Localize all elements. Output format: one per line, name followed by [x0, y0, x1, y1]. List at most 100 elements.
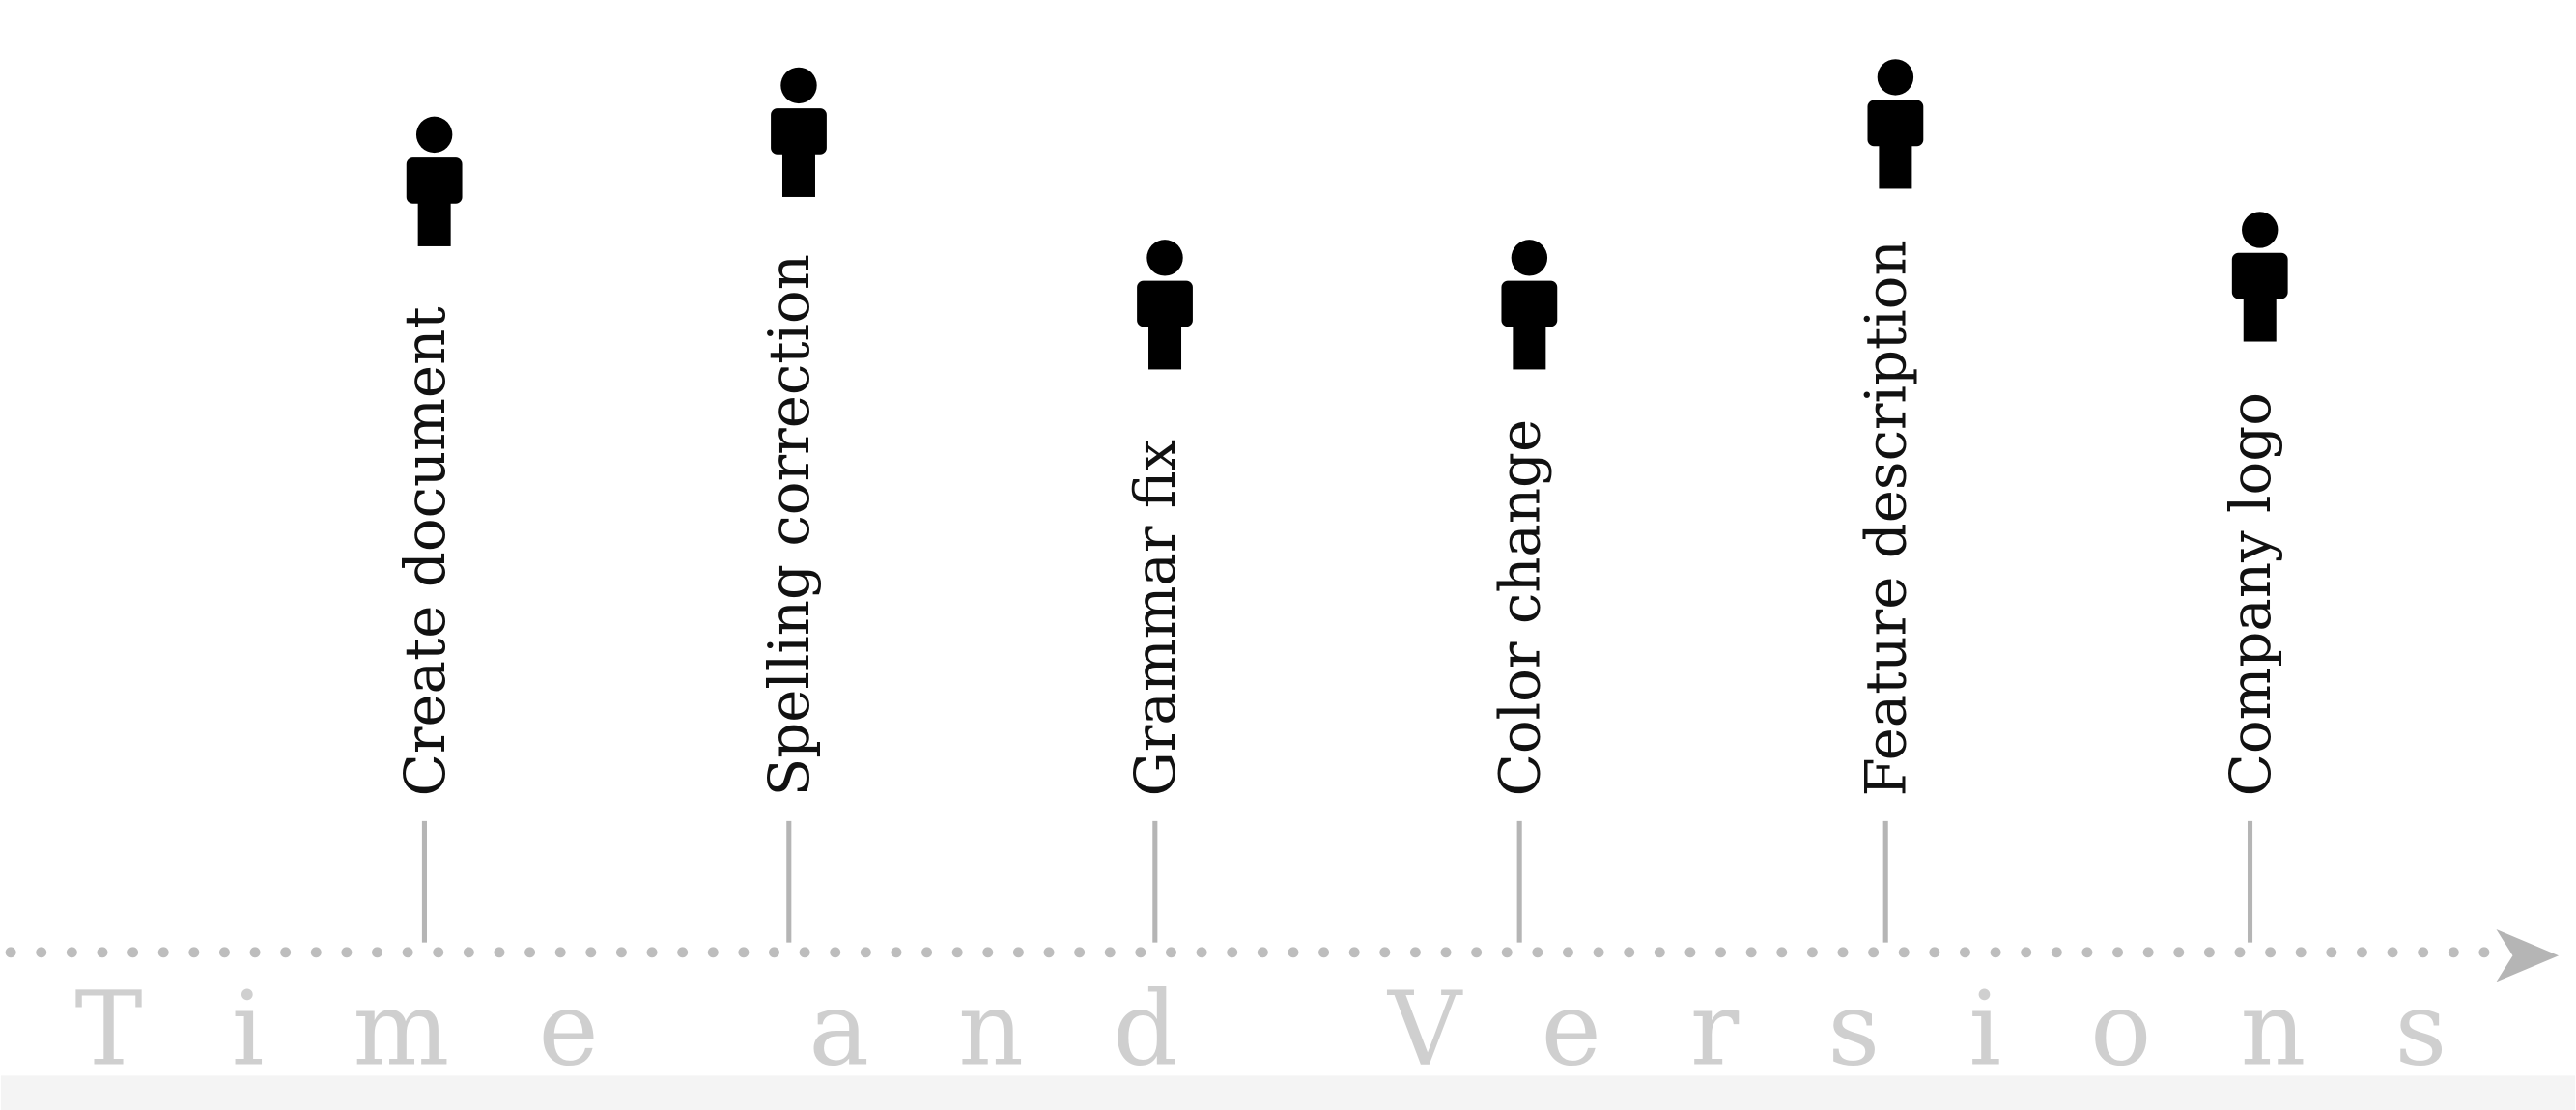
timeline-dot [494, 947, 505, 958]
timeline-dot [646, 947, 658, 958]
timeline-dot [554, 947, 566, 958]
timeline-dot [1379, 947, 1391, 958]
timeline-dot [1501, 947, 1513, 958]
event-label: Company logo [2218, 392, 2283, 796]
person-icon [771, 67, 827, 197]
timeline-dot [769, 947, 779, 958]
timeline-dot [1135, 947, 1146, 958]
person-legs [1148, 313, 1182, 370]
event-label: Spelling correction [756, 254, 822, 796]
timeline-dot [1684, 947, 1696, 958]
timeline-dot [1624, 947, 1635, 958]
timeline-dot [1532, 947, 1543, 958]
timeline-dot [1806, 947, 1818, 958]
timeline-dot [585, 947, 597, 958]
person-head [1511, 240, 1548, 276]
person-legs [1879, 132, 1912, 189]
event: Company logo [2218, 212, 2288, 943]
timeline-dot [1074, 947, 1086, 958]
event-label: Grammar fix [1122, 440, 1188, 796]
timeline-dot [707, 947, 719, 958]
timeline-dot [66, 947, 77, 958]
timeline-dot [280, 947, 292, 958]
person-legs [2243, 285, 2277, 342]
event: Create document [392, 116, 463, 943]
timeline-dot [2387, 947, 2398, 958]
timeline-dot [1348, 947, 1360, 958]
person-head [1146, 240, 1183, 276]
timeline-dot [1745, 947, 1757, 958]
event: Color change [1487, 240, 1558, 943]
timeline-dot [341, 947, 353, 958]
timeline-dot [2234, 947, 2246, 958]
event-label: Create document [392, 306, 458, 796]
person-head [2242, 212, 2279, 248]
timeline-dot [921, 947, 933, 958]
timeline-dot [1960, 947, 1970, 958]
timeline-dot [1990, 947, 2001, 958]
timeline-dot [1227, 947, 1238, 958]
timeline-dot [830, 947, 841, 958]
timeline-dot [127, 947, 139, 958]
timeline-dot [157, 947, 169, 958]
person-icon [406, 116, 463, 246]
timeline-dot [1440, 947, 1452, 958]
person-legs [417, 190, 451, 246]
timeline-dot [372, 947, 382, 958]
bottom-band [0, 1075, 2576, 1110]
timeline-dots [5, 947, 2490, 958]
timeline-dot [951, 947, 963, 958]
event: Grammar fix [1122, 240, 1193, 943]
timeline-dot [1318, 947, 1329, 958]
person-head [1877, 59, 1914, 96]
timeline-dot [2173, 947, 2185, 958]
timeline-dot [1257, 947, 1268, 958]
person-icon [1867, 59, 1924, 189]
timeline-dot [2021, 947, 2032, 958]
timeline-dot [1898, 947, 1910, 958]
event: Feature description [1854, 59, 1924, 943]
timeline-dot [1166, 947, 1176, 958]
event-label: Color change [1487, 419, 1553, 797]
timeline-dot [1929, 947, 1940, 958]
timeline-dot [677, 947, 689, 958]
person-icon [1137, 240, 1193, 370]
timeline-dot [5, 947, 16, 958]
person-icon [1501, 240, 1558, 370]
timeline-dot [1471, 947, 1483, 958]
timeline-dot [36, 947, 47, 958]
timeline-dot [1288, 947, 1299, 958]
timeline-dot [982, 947, 994, 958]
timeline-dot [2357, 947, 2367, 958]
timeline-dot [1196, 947, 1207, 958]
person-head [415, 116, 453, 154]
timeline-dot [218, 947, 230, 958]
timeline-dot [2326, 947, 2337, 958]
timeline-dot [2203, 947, 2215, 958]
timeline-dot [2418, 947, 2429, 958]
timeline-dot [1654, 947, 1665, 958]
event-label: Feature description [1854, 240, 1919, 796]
timeline-dot [860, 947, 871, 958]
event: Spelling correction [756, 67, 827, 943]
timeline-dot [2448, 947, 2459, 958]
timeline-dot [310, 947, 322, 958]
timeline-arrowhead [2496, 929, 2560, 982]
timeline-dot [2295, 947, 2307, 958]
timeline-dot [799, 947, 810, 958]
timeline-dot [1012, 947, 1024, 958]
timeline-dot [402, 947, 413, 958]
timeline-dot [1837, 947, 1849, 958]
timeline-dot [1593, 947, 1604, 958]
person-head [780, 67, 817, 104]
timeline-dot [2081, 947, 2093, 958]
timeline-dot [2265, 947, 2277, 958]
timeline-dot [97, 947, 108, 958]
timeline-dot [524, 947, 536, 958]
timeline-dot [2051, 947, 2062, 958]
timeline-dot [188, 947, 200, 958]
timeline-dot [738, 947, 750, 958]
timeline-dot [2142, 947, 2154, 958]
